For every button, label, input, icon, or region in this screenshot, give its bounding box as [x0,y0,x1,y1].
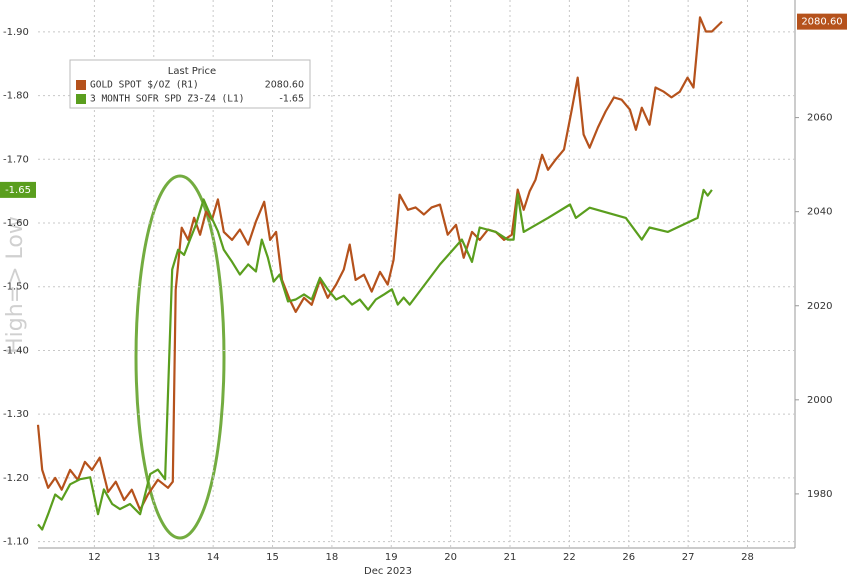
x-tick-label: 21 [504,552,517,563]
x-tick-label: 28 [741,552,754,563]
x-tick-label: 26 [622,552,635,563]
legend-value: 2080.60 [265,80,304,91]
legend-value: -1.65 [279,94,304,105]
y-tick-label: -1.30 [3,409,29,420]
y2-tick-label: 2000 [807,395,832,406]
x-tick-label: 27 [682,552,695,563]
legend-label: GOLD SPOT $/OZ (R1) [90,80,199,91]
y2-tick-label: 2040 [807,207,832,218]
legend-title: Last Price [168,66,216,77]
y2-tick-label: 2060 [807,113,832,124]
x-tick-label: 22 [563,552,576,563]
series-line [36,16,723,511]
x-tick-label: 13 [147,552,160,563]
legend-swatch [76,94,86,104]
highlight-ellipse [134,174,226,540]
last-price-label: 2080.60 [801,17,842,28]
legend: Last Price GOLD SPOT $/OZ (R1) 2080.60 3 M… [69,59,311,109]
y-tick-label: -1.60 [3,218,29,229]
x-tick-label: 14 [207,552,220,563]
y-tick-label: -1.80 [3,91,29,102]
legend-box [69,59,311,109]
y-tick-label: -1.10 [3,537,29,548]
y2-tick-label: 2020 [807,301,832,312]
x-tick-label: 15 [266,552,279,563]
series-line [37,188,713,531]
x-tick-label: 20 [444,552,457,563]
y-tick-label: -1.20 [3,473,29,484]
last-price-tag [797,13,847,30]
x-tick-label: 18 [326,552,339,563]
x-tick-label: 19 [385,552,398,563]
y-tick-label: -1.40 [3,345,29,356]
last-price-tag [0,181,36,198]
y-tick-label: -1.70 [3,154,29,165]
last-price-label: -1.65 [5,185,31,196]
y-tick-label: -1.50 [3,282,29,293]
y-axis-label: High=> Low [3,216,28,354]
legend-label: 3 MONTH SOFR SPD Z3-Z4 (L1) [90,94,244,105]
y-tick-label: -1.90 [3,27,29,38]
y2-tick-label: 1980 [807,489,832,500]
x-tick-label: 12 [88,552,101,563]
legend-swatch [76,80,86,90]
x-axis-label: Dec 2023 [364,566,412,577]
